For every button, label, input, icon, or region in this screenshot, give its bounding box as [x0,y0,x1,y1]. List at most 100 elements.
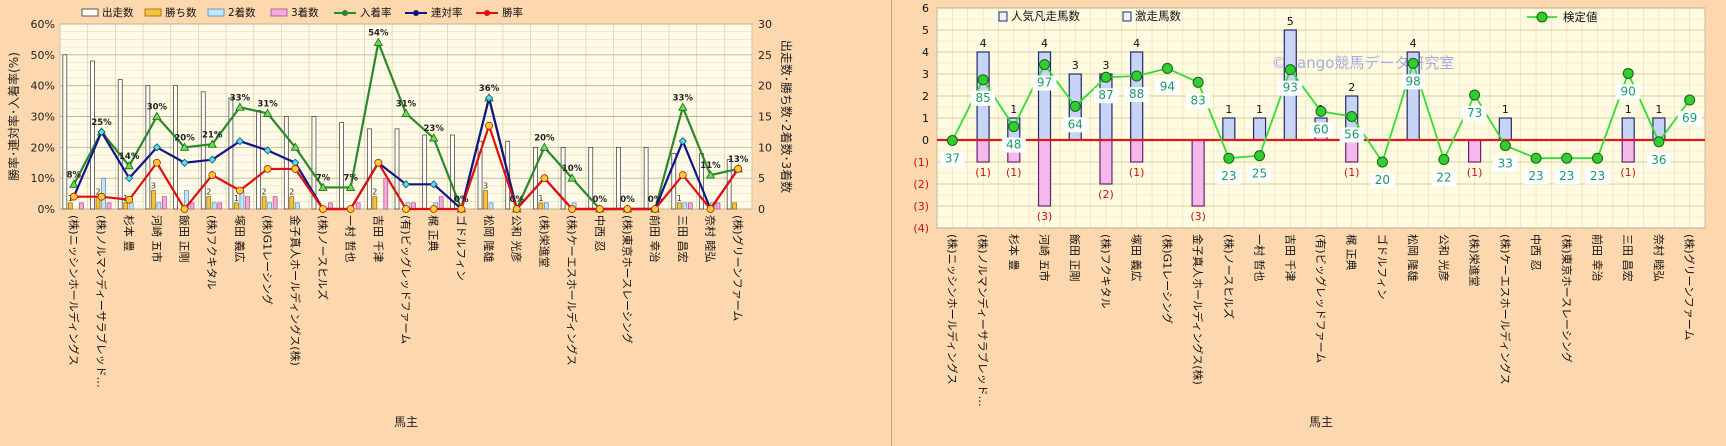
category-label: (株)ノルマンディーサラブレッド… [95,215,109,388]
win-rate-point [263,165,272,173]
top3-rate-label: 25% [91,118,112,128]
category-label: 一村 哲也 [1253,234,1267,282]
bar-thirds [383,177,389,210]
top3-rate-point [69,179,79,188]
top3-rate-point [290,142,300,151]
top3-rate-point [235,102,245,111]
category-label: 金子真人ホールディングス(株) [1191,234,1205,385]
category-label: 公和 光彦 [510,215,524,263]
bar-starts [228,97,234,210]
surge-horse-bar [1252,117,1267,141]
legend-label: 連対率 [431,6,463,19]
top3-rate-label: 14% [119,152,140,162]
win-count-label: 1 [538,194,543,203]
top3-rate-point [567,173,577,182]
test-value-point [1161,62,1173,74]
win-count-label: 2 [289,188,294,197]
top2-rate-point [263,146,272,155]
y-axis-tick-label: (2) [913,178,929,191]
y-axis-tick-label: 0 [922,134,929,147]
category-label: (株)グリーンファーム [1683,234,1697,340]
test-value-point [1438,153,1450,165]
win-rate-point [512,205,521,213]
bar-wins [676,202,682,210]
flop-count-label: (2) [1098,188,1114,201]
right-axis-tick-label: 20 [758,80,772,93]
test-value-label-bg [1063,117,1088,133]
win-rate-point [568,205,576,213]
win-rate-point [236,186,244,195]
flop-count-label: (1) [1006,166,1022,179]
category-label: ゴドルフィン [454,215,468,281]
top2-rate-point [152,143,161,152]
right-axis-title: 出走数･勝ち数･2着数･3着数 [779,40,794,193]
top3-rate-point [678,102,688,111]
test-value-point [1223,152,1235,164]
bar-wins [372,196,378,210]
test-value-point [1254,150,1266,162]
x-axis-title: 馬主 [394,415,418,429]
top2-rate-point [401,180,411,189]
bar-starts [477,140,483,210]
bar-thirds [715,202,721,210]
test-value-point [1561,152,1573,164]
top3-rate-label: 31% [257,99,278,109]
top3-rate-label: 30% [147,103,168,113]
bar-wins [123,202,129,210]
category-label: (株)ケーエスホールディングス [1498,234,1512,385]
test-value-point [977,74,989,86]
test-value-label-bg [1124,86,1149,102]
bar-thirds [189,202,195,210]
test-value-label-bg [1155,79,1180,95]
category-label: 飯田 正剛 [178,215,192,263]
category-label: (株)G1レーシング [1160,234,1174,324]
bar-starts [311,116,317,210]
bar-thirds [162,196,167,210]
category-label: 公和 光彦 [1437,234,1451,282]
legend-swatch [998,11,1008,22]
left-axis-tick-label: 40% [31,80,55,93]
surge-count-label: 1 [1010,103,1017,116]
test-value-label: 97 [1037,76,1052,90]
test-value-label: 23 [1559,169,1574,183]
category-label: 杉本 豊 [1007,234,1021,271]
bar-starts [117,79,123,210]
top3-rate-point [207,139,217,148]
surge-horse-bar [1498,117,1512,141]
test-value-label: 88 [1129,87,1144,101]
top3-rate-label: 8% [67,170,82,180]
win-rate-point [208,171,217,179]
flop-count-label: (3) [1037,210,1053,223]
bar-wins [151,190,156,210]
category-label: 奈村 睦弘 [703,215,717,263]
win-rate-point [374,158,383,167]
surge-horse-bar [1621,117,1635,141]
test-value-label-bg [1646,152,1671,168]
legend-label: 3着数 [291,6,319,19]
left-axis-tick-label: 10% [31,172,55,185]
bar-wins [483,190,488,210]
left-axis-tick-label: 60% [31,18,55,31]
surge-count-label: 3 [1102,59,1109,72]
bar-starts [339,122,344,210]
category-label: 塚田 義広 [233,215,247,263]
bar-starts [422,134,428,210]
win-count-label: 2 [206,188,211,197]
test-value-point [1069,100,1081,112]
bar-wins [289,196,295,210]
win-rate-point [319,205,327,213]
test-value-label: 69 [1682,111,1697,125]
win-count-label: 1 [234,194,239,203]
top3-rate-label: 0% [454,195,469,205]
test-value-label-bg [1216,169,1241,185]
legend-marker [484,10,490,16]
win-rate-point [429,205,438,213]
test-value-label: 85 [975,91,990,105]
category-label: 飯田 正剛 [1068,234,1082,282]
test-value-label: 98 [1406,74,1421,88]
top3-rate-label: 0% [648,195,663,205]
top3-rate-point [539,142,550,151]
bar-seconds [128,202,134,210]
bar-thirds [438,196,444,210]
y-axis-tick-label: (1) [913,156,929,169]
